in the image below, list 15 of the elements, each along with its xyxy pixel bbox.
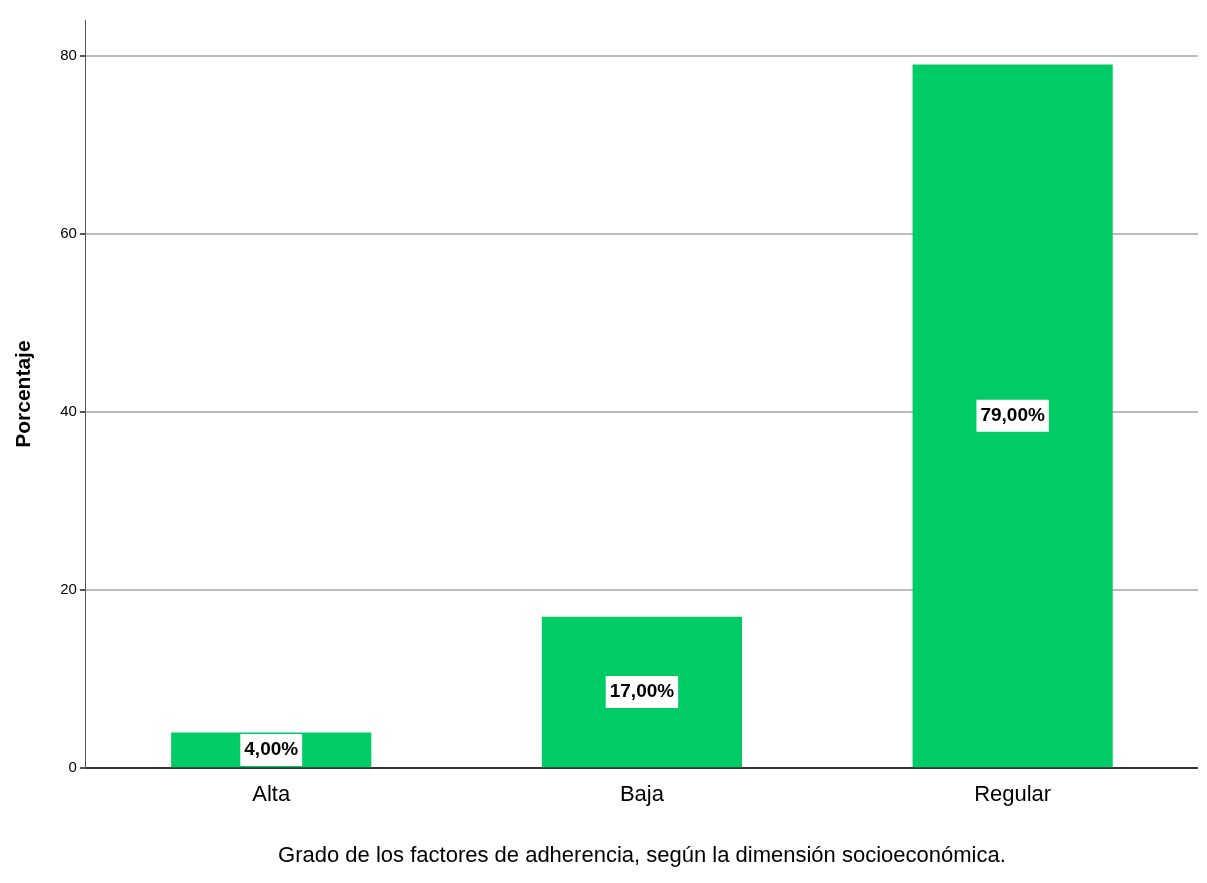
data-label: 17,00% [609, 680, 675, 702]
bar [541, 616, 743, 768]
y-tick-label: 80 [60, 45, 77, 63]
y-tick-label: 0 [68, 758, 77, 776]
y-axis-title: Porcentaje [11, 340, 35, 448]
x-axis-title: Grado de los factores de adherencia, según la dimensión socioeconómica. [278, 841, 1006, 867]
y-tick-label: 40 [60, 402, 77, 420]
x-tick-label: Baja [619, 781, 665, 807]
y-tick-label: 20 [60, 580, 77, 598]
data-label: 79,00% [980, 404, 1045, 426]
y-tick-label: 60 [60, 223, 77, 241]
data-label: 4,00% [244, 738, 299, 760]
x-tick-label: Regular [974, 781, 1052, 807]
bar [912, 64, 1113, 768]
x-tick-label: Alta [252, 781, 291, 807]
